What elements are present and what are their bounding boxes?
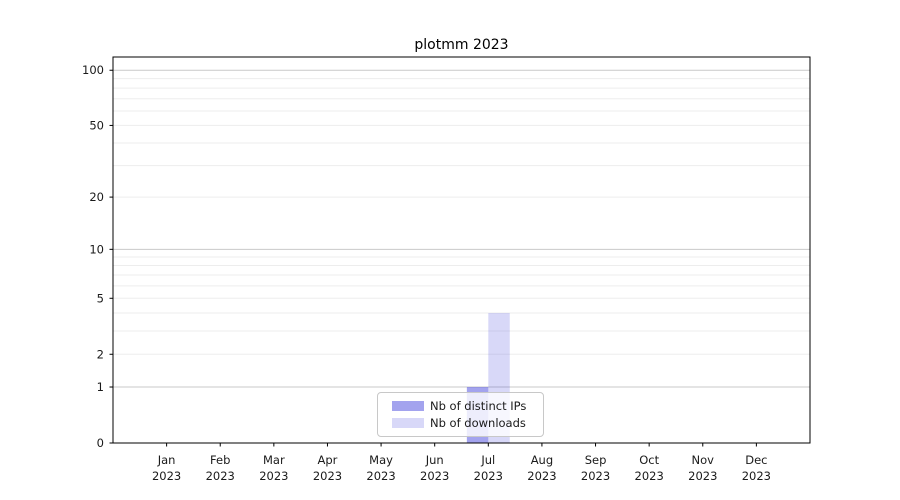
x-tick-label-year: 2023 bbox=[152, 469, 181, 483]
y-tick-label: 5 bbox=[97, 291, 104, 305]
legend: Nb of distinct IPs Nb of downloads bbox=[377, 392, 544, 437]
x-tick-label-year: 2023 bbox=[474, 469, 503, 483]
x-tick-label-year: 2023 bbox=[259, 469, 288, 483]
legend-label-distinct-ips: Nb of distinct IPs bbox=[430, 399, 527, 413]
y-tick-label: 100 bbox=[82, 63, 104, 77]
legend-label-downloads: Nb of downloads bbox=[430, 416, 526, 430]
x-tick-label-year: 2023 bbox=[527, 469, 556, 483]
x-tick-label-month: May bbox=[369, 453, 393, 467]
x-tick-label-year: 2023 bbox=[313, 469, 342, 483]
x-tick-label-month: Jul bbox=[480, 453, 495, 467]
x-tick-label-month: Nov bbox=[692, 453, 715, 467]
x-tick-label-year: 2023 bbox=[688, 469, 717, 483]
x-tick-label-year: 2023 bbox=[206, 469, 235, 483]
x-tick-label-year: 2023 bbox=[366, 469, 395, 483]
x-tick-label-month: Dec bbox=[745, 453, 767, 467]
x-tick-label-year: 2023 bbox=[581, 469, 610, 483]
x-tick-label-month: Jun bbox=[425, 453, 444, 467]
y-tick-label: 0 bbox=[97, 436, 104, 450]
x-tick-label-year: 2023 bbox=[635, 469, 664, 483]
x-tick-label-month: Feb bbox=[210, 453, 230, 467]
plot-border bbox=[112, 56, 811, 444]
x-tick-label-month: Oct bbox=[639, 453, 659, 467]
y-tick-label: 50 bbox=[89, 118, 104, 132]
x-tick-label-month: Aug bbox=[531, 453, 553, 467]
x-tick-label-year: 2023 bbox=[420, 469, 449, 483]
legend-swatch-distinct-ips bbox=[392, 401, 424, 411]
y-tick-label: 1 bbox=[97, 380, 104, 394]
x-tick-label-month: Apr bbox=[318, 453, 338, 467]
x-tick-label-year: 2023 bbox=[742, 469, 771, 483]
chart-title: plotmm 2023 bbox=[414, 37, 509, 53]
x-tick-label-month: Sep bbox=[585, 453, 607, 467]
legend-item-distinct-ips: Nb of distinct IPs bbox=[392, 399, 535, 413]
legend-swatch-downloads bbox=[392, 418, 424, 428]
y-tick-label: 10 bbox=[89, 242, 104, 256]
x-tick-label-month: Mar bbox=[263, 453, 285, 467]
y-tick-label: 20 bbox=[89, 190, 104, 204]
y-tick-label: 2 bbox=[97, 347, 104, 361]
x-tick-label-month: Jan bbox=[157, 453, 176, 467]
legend-item-downloads: Nb of downloads bbox=[392, 416, 535, 430]
